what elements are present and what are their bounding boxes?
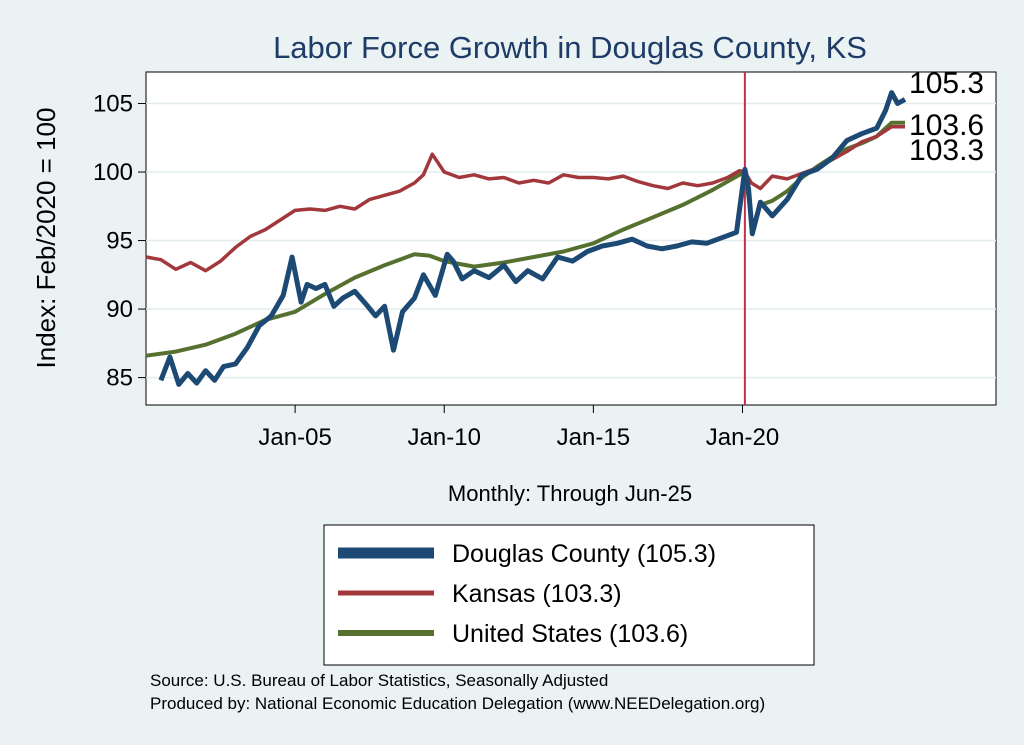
x-axis-title: Monthly: Through Jun-25 — [448, 481, 692, 506]
x-axis: Jan-05 Jan-10 Jan-15 Jan-20 — [258, 405, 779, 451]
x-tick-label: Jan-20 — [706, 424, 779, 451]
gridlines — [146, 102, 996, 379]
plot-area — [145, 71, 997, 406]
end-value-label: 103.6 — [909, 109, 984, 142]
end-value-label: 103.3 — [909, 134, 984, 167]
legend-label: Kansas (103.3) — [452, 580, 622, 608]
y-tick-label: 90 — [106, 296, 133, 323]
y-axis-title: Index: Feb/2020 = 100 — [31, 108, 61, 369]
y-tick-label: 100 — [93, 159, 133, 186]
source-note: Source: U.S. Bureau of Labor Statistics,… — [150, 671, 608, 690]
chart-title: Labor Force Growth in Douglas County, KS — [273, 30, 867, 65]
y-tick-label: 85 — [106, 365, 133, 392]
series-line-kansas — [145, 125, 905, 273]
legend-items: Douglas County (105.3) Kansas (103.3) Unit… — [338, 540, 716, 648]
x-tick-label: Jan-15 — [557, 424, 630, 451]
y-axis: 85 90 95 100 105 — [93, 91, 146, 392]
x-tick-label: Jan-05 — [258, 424, 331, 451]
legend-label: United States (103.6) — [452, 620, 688, 648]
legend-label: Douglas County (105.3) — [452, 540, 716, 568]
end-value-label: 105.3 — [909, 67, 984, 100]
series-layer — [145, 90, 907, 387]
producer-note: Produced by: National Economic Education… — [150, 694, 765, 713]
y-tick-label: 95 — [106, 228, 133, 255]
series-line-douglas-county — [158, 90, 907, 387]
x-tick-label: Jan-10 — [408, 424, 481, 451]
y-tick-label: 105 — [93, 91, 133, 118]
